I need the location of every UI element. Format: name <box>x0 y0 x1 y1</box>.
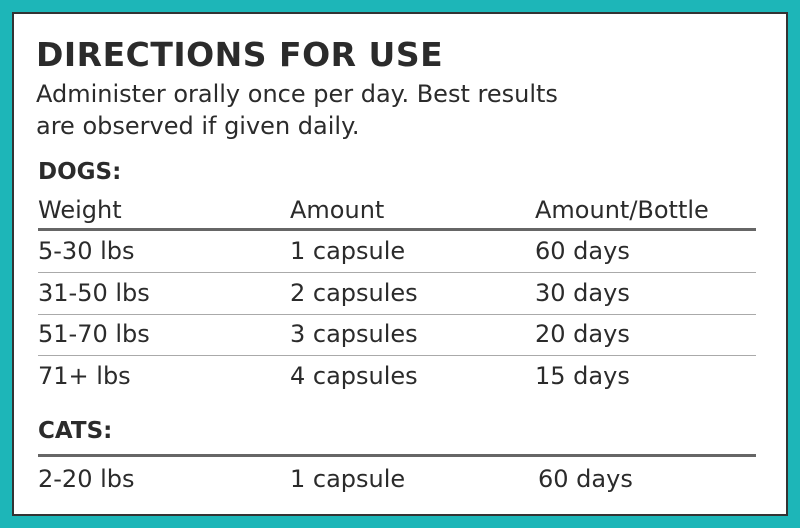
section-heading: DOGS: <box>38 159 122 185</box>
table-cell: 31-50 lbs <box>38 278 150 307</box>
description-line: Administer orally once per day. Best res… <box>36 80 558 108</box>
table-cell: 3 capsules <box>290 320 418 348</box>
table-cell: 60 days <box>535 237 630 265</box>
directions-card: DIRECTIONS FOR USE Administer orally onc… <box>12 12 788 516</box>
column-header: Weight <box>38 196 122 224</box>
section-heading: CATS: <box>38 418 113 444</box>
table-cell: 4 capsules <box>290 361 418 390</box>
table-cell: 5-30 lbs <box>38 237 135 265</box>
title: DIRECTIONS FOR USE <box>36 35 444 74</box>
table-cell: 2-20 lbs <box>38 465 135 493</box>
rule <box>38 272 756 273</box>
description-line: are observed if given daily. <box>36 112 360 140</box>
rule <box>38 454 756 457</box>
column-header: Amount <box>290 196 385 224</box>
table-cell: 15 days <box>535 361 630 390</box>
table-cell: 20 days <box>535 320 630 348</box>
table-cell: 30 days <box>535 278 630 307</box>
column-header: Amount/Bottle <box>535 196 709 224</box>
rule <box>38 355 756 356</box>
table-cell: 60 days <box>538 465 633 493</box>
table-cell: 1 capsule <box>290 465 406 493</box>
table-cell: 51-70 lbs <box>38 320 150 348</box>
table-cell: 2 capsules <box>290 278 418 307</box>
rule <box>38 228 756 231</box>
rule <box>38 313 756 315</box>
table-cell: 71+ lbs <box>38 361 131 390</box>
table-cell: 1 capsule <box>290 237 406 265</box>
